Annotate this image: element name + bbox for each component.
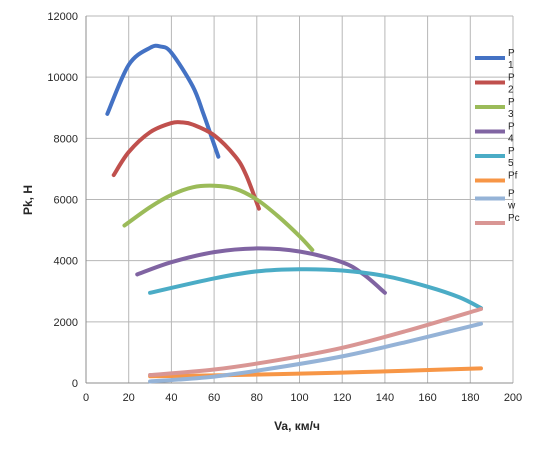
series-line-pc <box>148 306 483 378</box>
legend: P 1P 2P 3P 4P 5 Pf P wPc <box>475 48 520 225</box>
x-tick-label: 0 <box>83 392 89 404</box>
y-tick-label: 8000 <box>54 133 78 145</box>
legend-label-pc: Pc <box>508 213 520 224</box>
series-line-p2 <box>111 120 261 211</box>
y-tick-label: 10000 <box>47 72 78 84</box>
tick-labels: 0 20 40 60 80 100 120 140 160 180 2000200040006000… <box>47 11 522 404</box>
x-tick-label: 40 <box>165 392 177 404</box>
y-tick-label: 4000 <box>54 256 78 268</box>
x-axis-title: Va, км/ч <box>274 419 320 433</box>
y-tick-label: 2000 <box>54 317 78 329</box>
x-tick-label: 100 <box>290 392 308 404</box>
x-tick-label: 180 <box>461 392 479 404</box>
grid <box>86 15 514 383</box>
axes <box>85 16 513 384</box>
y-tick-label: 12000 <box>47 11 78 23</box>
x-tick-label: 120 <box>333 392 351 404</box>
series-line-p1 <box>105 43 221 159</box>
y-axis-title: Pk, Н <box>21 185 35 215</box>
y-tick-label: 0 <box>72 378 78 390</box>
series-line-p3 <box>122 183 315 252</box>
legend-label-pf: Pf <box>508 171 518 182</box>
x-tick-label: 60 <box>208 392 220 404</box>
x-tick-label: 140 <box>376 392 394 404</box>
series-line-pw <box>148 321 483 384</box>
series-line-p5 <box>148 267 483 311</box>
x-tick-label: 80 <box>251 392 263 404</box>
series-group <box>105 43 483 384</box>
x-tick-label: 200 <box>504 392 522 404</box>
x-tick-label: 20 <box>123 392 135 404</box>
x-tick-label: 160 <box>418 392 436 404</box>
y-tick-label: 6000 <box>54 195 78 207</box>
